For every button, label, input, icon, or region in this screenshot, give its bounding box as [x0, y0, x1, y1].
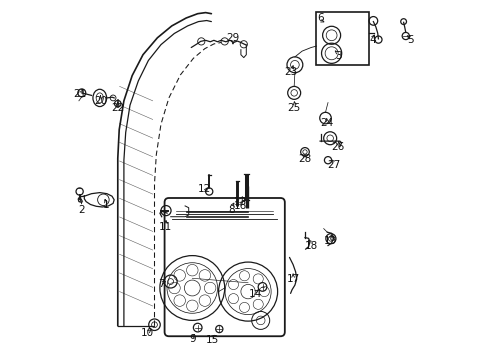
Text: 10: 10	[141, 328, 154, 338]
Text: 19: 19	[324, 236, 337, 246]
Text: 17: 17	[286, 274, 299, 284]
Text: 4: 4	[368, 35, 375, 45]
Text: 29: 29	[226, 33, 239, 43]
Text: 2: 2	[78, 204, 85, 215]
Text: 5: 5	[406, 35, 412, 45]
Text: 3: 3	[334, 51, 341, 61]
Text: 21: 21	[73, 89, 86, 99]
Text: 12: 12	[198, 184, 211, 194]
Text: 25: 25	[287, 103, 300, 113]
Text: 7: 7	[157, 279, 164, 289]
Text: 23: 23	[284, 67, 297, 77]
Text: 8: 8	[228, 204, 234, 215]
Text: 6: 6	[317, 13, 324, 23]
Text: 15: 15	[205, 335, 218, 345]
Text: 20: 20	[94, 96, 107, 106]
Text: 14: 14	[248, 289, 262, 300]
Text: 18: 18	[304, 240, 317, 251]
Text: 27: 27	[326, 160, 340, 170]
Bar	[316, 12, 368, 65]
Text: 1: 1	[102, 200, 109, 210]
Text: 13: 13	[234, 197, 247, 207]
Text: 16: 16	[233, 201, 246, 211]
Text: 28: 28	[298, 154, 311, 164]
Text: 26: 26	[331, 142, 344, 152]
Text: 9: 9	[188, 334, 195, 344]
Text: 22: 22	[111, 103, 124, 113]
Text: 24: 24	[320, 118, 333, 128]
Text: 11: 11	[158, 222, 172, 232]
